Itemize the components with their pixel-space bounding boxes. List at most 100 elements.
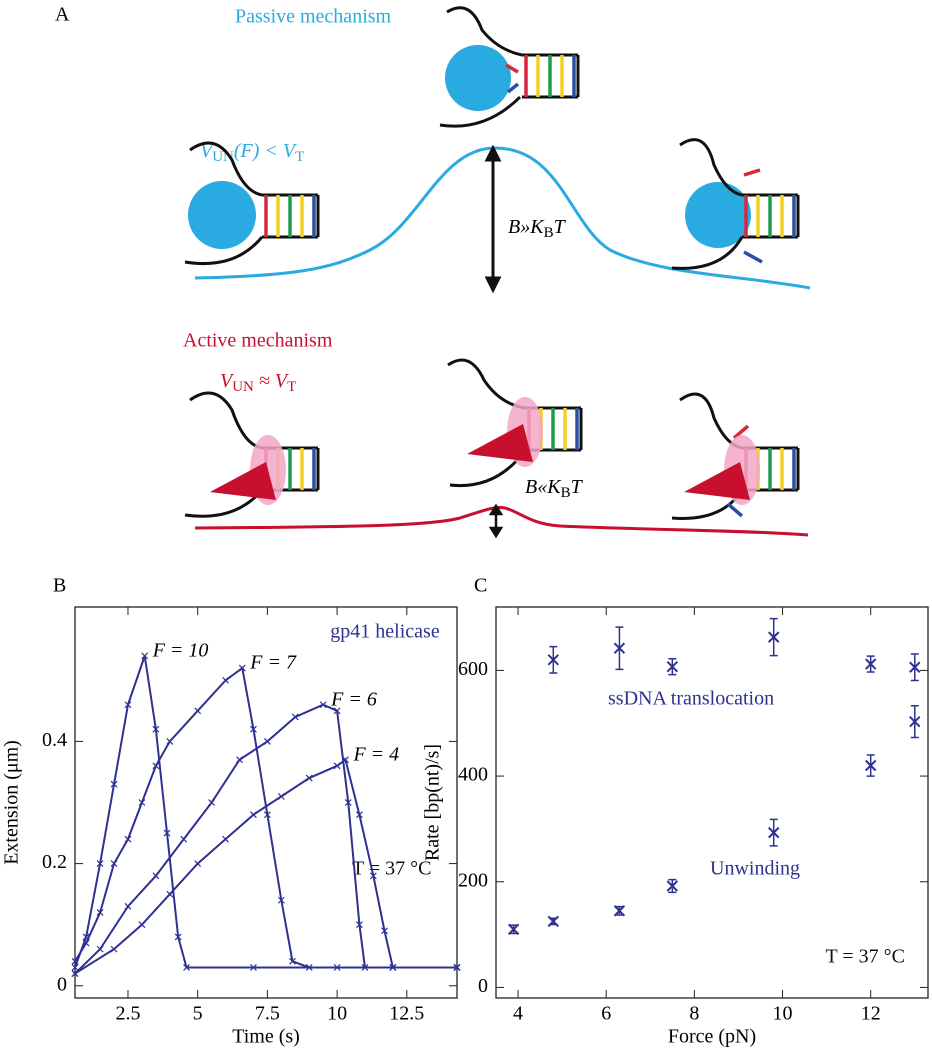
y-tick-label: 0.2 [42, 851, 67, 873]
barrier-arrow [484, 144, 502, 294]
point [864, 759, 877, 772]
trace [74, 703, 457, 975]
formula-part: ≈ V [254, 370, 290, 392]
point [613, 905, 626, 917]
trace-marker [163, 829, 171, 837]
y-tick-label: 0.4 [42, 729, 67, 751]
passive-title: Passive mechanism [235, 6, 392, 28]
open-base [743, 168, 761, 177]
trace-marker [277, 896, 285, 904]
dna-strand [184, 236, 264, 266]
trace-marker [381, 927, 388, 935]
helicase [188, 181, 256, 249]
dna-strand [439, 95, 522, 128]
trace-marker [238, 664, 246, 672]
formula-part: T [554, 216, 567, 238]
trace-marker [222, 676, 229, 684]
point [613, 642, 626, 654]
series-label: Unwinding [710, 858, 800, 880]
series-label: F = 10 [152, 639, 209, 661]
trace-marker [236, 756, 243, 764]
formula-subscript: T [295, 149, 304, 165]
y-axis-title: Rate [bp(nt)/s] [422, 744, 444, 861]
trace-marker [319, 701, 327, 709]
trace-marker [289, 957, 296, 965]
y-axis-title: Extension (μm) [1, 740, 23, 865]
x-tick-label: 2.5 [115, 1003, 140, 1025]
point [547, 654, 560, 666]
helicase [684, 435, 760, 505]
x-tick-label: 5 [193, 1003, 203, 1025]
annotation: T = 37 °C [352, 858, 431, 880]
panel-label: C [474, 575, 487, 597]
x-axis-title: Force (pN) [668, 1026, 756, 1048]
trace-marker [355, 811, 363, 819]
open-base [743, 250, 763, 264]
formula-part: V [220, 370, 235, 392]
active-condition: VUN ≈ VT [220, 370, 296, 396]
trace [74, 758, 457, 975]
open-base [505, 63, 519, 74]
trace-marker [110, 860, 118, 868]
trace-marker [166, 890, 174, 898]
dna-strand [447, 358, 526, 410]
trace-marker [152, 872, 160, 880]
trace-marker [166, 737, 174, 745]
helicase [210, 435, 286, 505]
trace-marker [110, 780, 118, 788]
point [909, 715, 921, 728]
point [666, 660, 679, 673]
trace-marker [333, 762, 341, 770]
trace-marker [305, 774, 313, 782]
open-base [726, 502, 744, 518]
y-tick-label: 0 [57, 973, 67, 995]
trace-marker [110, 945, 118, 953]
dna-duplex [260, 193, 320, 239]
trace-marker [208, 799, 216, 806]
trace-marker [291, 713, 299, 721]
helicase [685, 182, 751, 248]
trace-marker [369, 872, 377, 880]
formula-part: B»K [508, 216, 545, 238]
x-tick-label: 8 [689, 1003, 699, 1025]
panel-label: A [55, 4, 70, 26]
y-tick-label: 200 [458, 869, 488, 891]
formula-subscript: B [561, 485, 571, 501]
formula-subscript: T [287, 379, 296, 395]
x-tick-label: 4 [513, 1003, 523, 1025]
trace-marker [82, 939, 90, 947]
trace-marker [183, 964, 190, 971]
dna-strand [189, 141, 263, 197]
trace-marker [250, 964, 257, 971]
trace-marker [333, 707, 341, 715]
trace-marker [141, 652, 149, 660]
trace-marker [138, 799, 146, 806]
trace-marker [263, 811, 271, 819]
formula-part: V [200, 140, 215, 162]
trace-marker [389, 964, 397, 971]
x-tick-label: 12 [861, 1003, 881, 1025]
point [909, 661, 921, 673]
formula-subscript: UN [232, 379, 254, 395]
x-axis-title: Time (s) [232, 1026, 300, 1048]
trace-marker [250, 725, 257, 733]
trace-marker [277, 792, 285, 800]
active-title: Active mechanism [183, 330, 333, 352]
helicase [467, 397, 543, 467]
formula-subscript: B [544, 225, 554, 241]
trace-marker [194, 707, 202, 715]
series-label: F = 7 [249, 652, 297, 674]
energy-landscape [194, 146, 811, 290]
barrier-arrow [488, 503, 504, 539]
trace-marker [71, 970, 79, 977]
trace-marker [152, 762, 160, 770]
trace-marker [180, 835, 188, 843]
dna-duplex [520, 53, 580, 99]
trace-marker [355, 921, 363, 929]
trace-marker [342, 756, 349, 764]
formula-part: (F) < V [234, 140, 298, 162]
open-base [732, 424, 750, 440]
point [666, 880, 679, 892]
y-tick-label: 0 [478, 975, 488, 997]
trace-marker [250, 811, 257, 819]
